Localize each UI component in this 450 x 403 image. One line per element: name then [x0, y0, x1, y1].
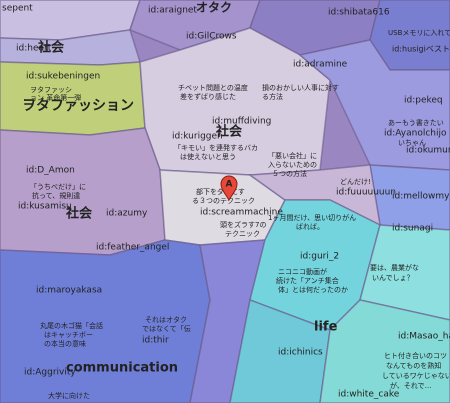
map-label[interactable]: 「うちべだけ」に	[30, 183, 86, 191]
map-label[interactable]: オタク	[196, 1, 232, 15]
cell	[359, 224, 450, 321]
map-label[interactable]: sepent	[2, 4, 33, 14]
cell	[229, 298, 331, 403]
map-label[interactable]: communication	[66, 361, 178, 376]
marker-pin[interactable]	[220, 175, 238, 201]
map-label[interactable]: いんでしょ？	[372, 274, 414, 282]
map-label[interactable]: id:pekeq	[404, 96, 443, 106]
map-label[interactable]: 続けた「アンチ集合	[276, 276, 339, 285]
cell	[298, 39, 450, 171]
map-label[interactable]: ヲタファッション	[22, 98, 134, 114]
map-label[interactable]: id:maroyakasa	[36, 286, 102, 296]
map-label[interactable]: 「悪い会社」に	[268, 151, 317, 160]
map-label[interactable]: どんだけ!	[340, 178, 371, 186]
map-label[interactable]: いちゃん	[398, 139, 426, 147]
map-label[interactable]: id:sunagi	[392, 224, 433, 234]
map-label[interactable]: ではなくて「伝	[142, 324, 191, 333]
map-label[interactable]: 大学に向けた	[48, 391, 90, 400]
map-label[interactable]: が、それで…	[390, 381, 432, 390]
map-label[interactable]: id:mellowmymind	[392, 192, 450, 202]
map-label[interactable]: id:husigiベスト15	[392, 45, 450, 54]
map-label[interactable]: id:white_cake	[338, 390, 400, 400]
map-label[interactable]: る方法	[262, 92, 283, 101]
cell	[319, 299, 450, 403]
map-label[interactable]: 差をずばり感じた	[180, 92, 236, 101]
map-label[interactable]: 社会	[215, 124, 243, 140]
map-label[interactable]: ヲタファッシ	[30, 85, 72, 94]
map-label[interactable]: id:heart	[16, 44, 52, 54]
map-label[interactable]: はキャッチボー	[44, 331, 93, 339]
map-label[interactable]: 部下をダメにす	[196, 187, 245, 196]
map-label[interactable]: 頭をズラす7の	[220, 220, 266, 229]
map-label[interactable]: は使えないと思う	[180, 152, 236, 161]
map-label[interactable]: id:Ayanolchijo	[384, 129, 447, 139]
map-label[interactable]: 1ヶ月間だけ、思い切りがん	[268, 213, 356, 222]
map-label[interactable]: id:araignet	[148, 6, 197, 16]
map-label[interactable]: id:D_Amon	[26, 166, 75, 176]
map-label[interactable]: それはオタク	[145, 315, 187, 324]
map-label[interactable]: 「キモい」を連発するバカ	[174, 143, 258, 152]
map-label[interactable]: ５つの方法	[272, 169, 307, 178]
map-label[interactable]: なんてものを熟知	[386, 361, 441, 370]
map-label[interactable]: id:ichinics	[278, 348, 323, 358]
cell	[0, 127, 166, 256]
map-label[interactable]: 抗って、規則違	[32, 191, 80, 200]
map-label[interactable]: id:Aggrivity	[24, 368, 76, 378]
map-label[interactable]: る３つのテクニック	[192, 197, 255, 205]
map-label[interactable]: id:feather_angel	[96, 243, 169, 253]
map-label[interactable]: id:sukebeningen	[26, 72, 100, 82]
map-label[interactable]: id:screammachine	[200, 208, 283, 218]
map-label[interactable]: id:thir	[142, 336, 169, 346]
map-label[interactable]: 要は、農業がな	[370, 263, 419, 272]
map-label[interactable]: 損のおかしい人事に対す	[262, 83, 339, 92]
map-label[interactable]: の本当の意味	[44, 339, 86, 348]
map-label[interactable]: id:kuriggen	[172, 132, 223, 142]
map-label[interactable]: USBメモリに入れて持ち運ぶ「ポータブルアプ	[388, 28, 450, 37]
map-label[interactable]: あーもう書きたい	[388, 118, 444, 127]
map-label[interactable]: id:okumurao	[406, 146, 450, 156]
map-label[interactable]: id:azumy	[106, 209, 148, 219]
map-label[interactable]: 入らないための	[268, 161, 317, 169]
map-label[interactable]: 丸尾の木ゴ猫「会話	[40, 321, 103, 330]
map-label[interactable]: life	[314, 320, 338, 335]
map-label[interactable]: チベット問題との温度	[178, 83, 248, 92]
map-label[interactable]: id:adramine	[293, 60, 348, 70]
map-label[interactable]: ョン 革命第一弾	[30, 93, 81, 102]
map-label[interactable]: ヒト付き合いのコツ	[384, 351, 447, 360]
map-marker[interactable]: A	[220, 175, 238, 201]
map-label[interactable]: id:guri_2	[300, 252, 339, 262]
marker-label[interactable]: A	[226, 180, 233, 190]
map-label[interactable]: id:muffdiving	[212, 117, 271, 127]
map-label[interactable]: しているワケじゃない	[382, 372, 450, 380]
map-label[interactable]: テクニック	[225, 230, 260, 238]
map-label[interactable]: id:shibata616	[328, 8, 390, 18]
map-label[interactable]: 体」とは何だったのか	[278, 285, 348, 294]
map-label[interactable]: 社会	[37, 40, 65, 56]
map-label[interactable]: ばれば。	[296, 222, 324, 231]
map-label[interactable]: id:Masao_hate	[398, 332, 450, 342]
map-label[interactable]: id:kusamisu	[18, 202, 72, 212]
map-label[interactable]: 社会	[65, 206, 93, 222]
map-label[interactable]: id:fuuuuuuun	[336, 188, 396, 198]
map-label[interactable]: ニコニコ動画が	[278, 267, 327, 276]
map-label[interactable]: id:GilCrows	[186, 32, 237, 42]
